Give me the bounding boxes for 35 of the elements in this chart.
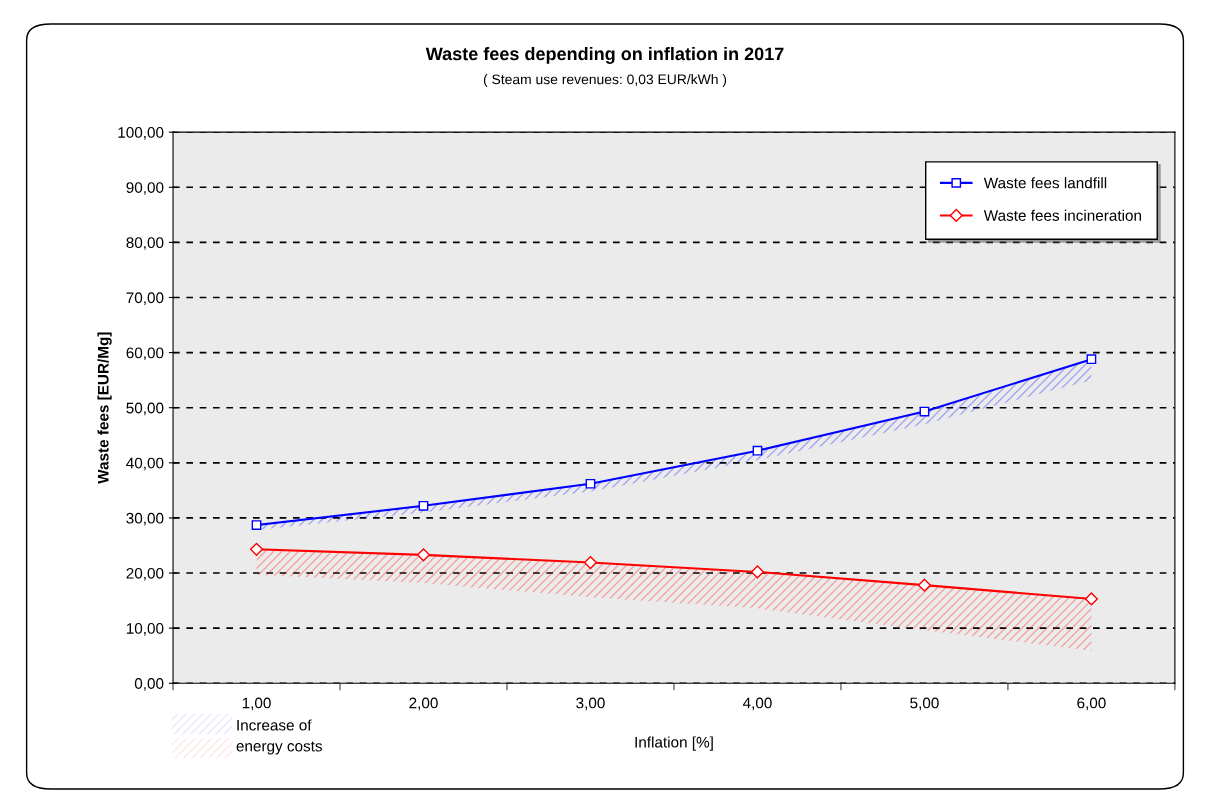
y-tick-label: 10,00 bbox=[126, 623, 164, 636]
y-tick-label: 30,00 bbox=[126, 512, 164, 526]
point bbox=[917, 578, 932, 592]
y-tick-label: 20,00 bbox=[126, 567, 164, 581]
chart-subtitle: ( Steam use revenues: 0,03 EUR/kWh ) bbox=[483, 74, 727, 87]
chart-title: Waste fees depending on inflation in 2017 bbox=[425, 46, 784, 64]
y-tick-label: 0,00 bbox=[134, 678, 164, 691]
y-tick-label: 60,00 bbox=[126, 347, 164, 361]
y-tick-label: 50,00 bbox=[126, 402, 164, 416]
point bbox=[251, 520, 262, 530]
x-tick-label: 5,00 bbox=[910, 697, 939, 711]
point bbox=[1084, 592, 1099, 606]
point bbox=[1086, 354, 1097, 365]
point bbox=[752, 445, 763, 456]
point bbox=[750, 565, 765, 579]
text: Increase of energy costs bbox=[236, 719, 323, 755]
x-tick-label: 6,00 bbox=[1077, 697, 1106, 711]
x-tick-label: 1,00 bbox=[242, 697, 271, 711]
point bbox=[583, 555, 598, 570]
y-axis-title: Waste fees [EUR/Mg] bbox=[97, 332, 112, 484]
y-tick-label: 40,00 bbox=[126, 457, 164, 471]
x-axis-title: Inflation [%] bbox=[635, 736, 713, 751]
y-tick-label: 90,00 bbox=[126, 182, 164, 195]
legend-label: Waste fees landfill bbox=[983, 177, 1107, 189]
y-tick-label: 70,00 bbox=[126, 292, 164, 305]
point bbox=[418, 500, 429, 511]
point bbox=[416, 548, 431, 562]
point bbox=[249, 542, 264, 556]
y-tick-label: 100,00 bbox=[118, 127, 164, 140]
point bbox=[585, 478, 596, 489]
x-tick-label: 2,00 bbox=[409, 697, 438, 711]
legend-label: Waste fees incineration bbox=[983, 209, 1141, 221]
x-tick-label: 3,00 bbox=[576, 697, 605, 711]
y-tick-label: 80,00 bbox=[126, 237, 164, 250]
x-tick-label: 4,00 bbox=[742, 697, 772, 711]
